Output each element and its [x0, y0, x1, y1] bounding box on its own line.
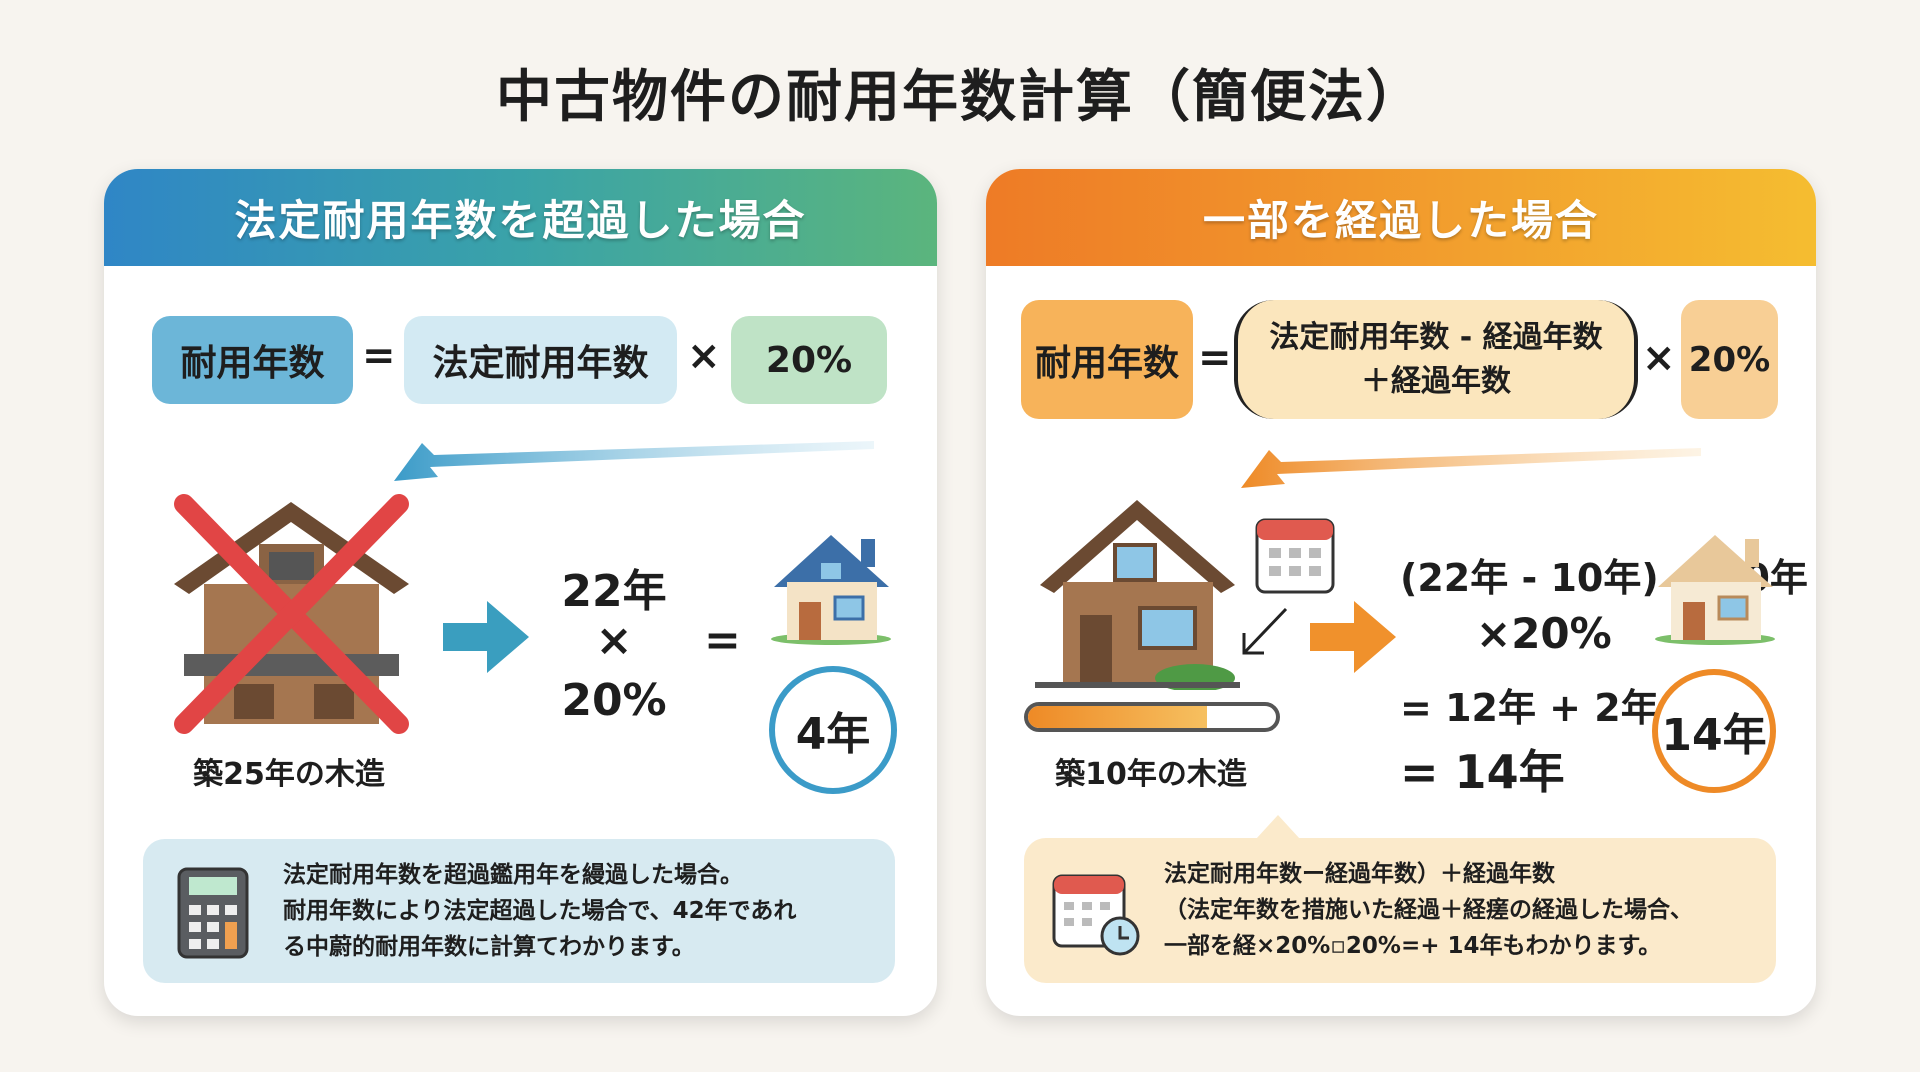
- house-caption: 築10年の木造: [1055, 757, 1247, 792]
- info-line: 法定耐用年数ー経過年数）＋経過年数: [1164, 861, 1555, 887]
- arrow-right-icon: [1310, 601, 1396, 673]
- calc-line-2: ×20%: [1476, 609, 1612, 658]
- formula-rate: 20%: [731, 316, 887, 404]
- arrow-down-left-icon: [394, 441, 874, 481]
- arrow-right-icon: [443, 601, 529, 673]
- calc-line-3: = 12年 + 2年: [1400, 686, 1659, 730]
- result-badge: 4年: [769, 666, 897, 794]
- arrow-down-left-icon: [1241, 448, 1701, 488]
- info-pointer: [1256, 815, 1300, 839]
- equals-sign: =: [362, 333, 396, 379]
- calendar-clock-icon: [1052, 874, 1140, 956]
- info-box: 法定耐用年数を超過鑑用年を縵過した場合。 耐用年数により法定超過した場合で、42…: [143, 839, 895, 983]
- house-caption: 築25年の木造: [193, 757, 385, 792]
- equals-sign: =: [1198, 335, 1232, 381]
- info-box: 法定耐用年数ー経過年数）＋経過年数 （法定年数を措施いた経過＋経瘥の経過した場合…: [1024, 838, 1776, 983]
- formula-term-line1: 法定耐用年数 - 経過年数: [1269, 319, 1603, 355]
- page-title: 中古物件の耐用年数計算（簡便法）: [496, 65, 1424, 130]
- calc-equals: =: [704, 615, 741, 666]
- info-line: る中蔚的耐用年数に計算てわかります。: [283, 934, 695, 960]
- calendar-icon: [1255, 518, 1335, 594]
- old-house-crossed-icon: [174, 494, 409, 734]
- result-badge: 14年: [1652, 669, 1776, 793]
- new-house-icon: [1655, 535, 1775, 645]
- card-header: 一部を経過した場合: [986, 169, 1816, 266]
- info-line: 耐用年数により法定超過した場合で、42年であれ: [283, 898, 797, 924]
- exceeded-case-card: 法定耐用年数を超過した場合 耐用年数 = 法定耐用年数 × 20% 築25年の木…: [104, 169, 937, 1016]
- formula-lhs: 耐用年数: [1021, 300, 1193, 419]
- formula-lhs: 耐用年数: [152, 316, 353, 404]
- new-house-icon: [771, 535, 891, 645]
- calc-rate: 20%: [561, 675, 667, 726]
- calculator-icon: [177, 867, 249, 959]
- wooden-house-icon: [1035, 500, 1240, 690]
- card-header: 法定耐用年数を超過した場合: [104, 169, 937, 266]
- info-line: 一部を経×20%▫20%=+ 14年もわかります。: [1164, 933, 1662, 959]
- arrow-down-left-small-icon: [1242, 607, 1288, 655]
- calc-value-legal-years: 22年: [561, 566, 667, 617]
- elapsed-progress-bar: [1024, 702, 1280, 732]
- partial-elapsed-case-card: 一部を経過した場合 耐用年数 = 法定耐用年数 - 経過年数 ＋経過年数 × 2…: [986, 169, 1816, 1016]
- times-sign: ×: [687, 333, 721, 379]
- formula-term-line2: ＋経過年数: [1361, 363, 1511, 399]
- elapsed-progress-fill: [1028, 706, 1207, 728]
- info-line: 法定耐用年数を超過鑑用年を縵過した場合。: [283, 862, 743, 888]
- formula-term: 法定耐用年数: [404, 316, 677, 404]
- calc-line-4: = 14年: [1400, 745, 1565, 799]
- formula-term: 法定耐用年数 - 経過年数 ＋経過年数: [1234, 300, 1638, 419]
- times-sign: ×: [1642, 335, 1676, 381]
- calc-times: ×: [595, 615, 633, 666]
- info-line: （法定年数を措施いた経過＋経瘥の経過した場合、: [1164, 897, 1693, 923]
- formula-rate: 20%: [1681, 300, 1778, 419]
